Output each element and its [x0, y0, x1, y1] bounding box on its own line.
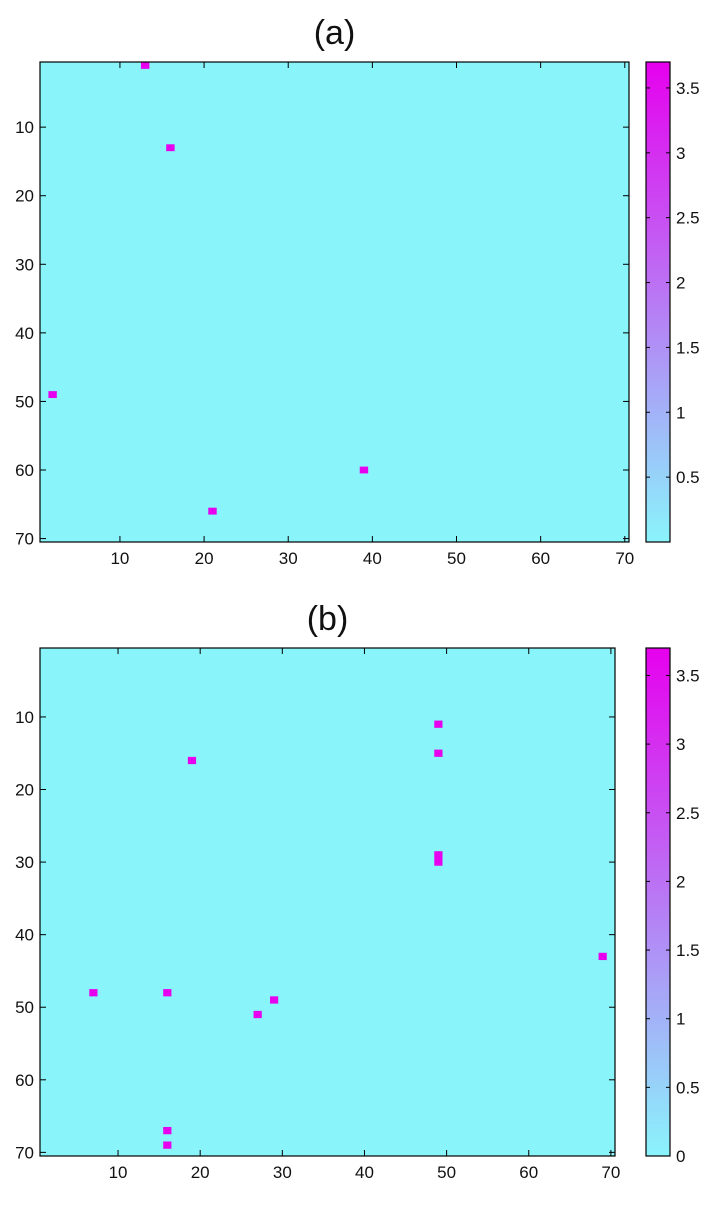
panel-b-xtick-label: 50: [437, 1163, 456, 1182]
panel-a-xtick-label: 70: [615, 549, 634, 568]
panel-a-ytick-label: 60: [15, 461, 34, 480]
panel-a-cell-4: [208, 507, 217, 515]
panel-b-cell-5: [598, 952, 607, 961]
panel-a-ytick-label: 30: [15, 255, 34, 274]
panel-a-colorbar-tick-label: 0.5: [676, 468, 700, 487]
panel-b-colorbar-tick-label: 3: [676, 735, 685, 754]
panel-a: (a) 10 20 30 40 50 60 70 10 20 30 40 50 60 70 0.5 1 1.5 2 2…: [15, 14, 700, 568]
panel-b-cell-9: [253, 1010, 262, 1019]
panel-a-xtick-label: 20: [195, 549, 214, 568]
panel-b-ytick-label: 70: [15, 1143, 34, 1162]
panel-a-title: (a): [314, 14, 356, 52]
panel-a-colorbar-tick-label: 3.5: [676, 79, 700, 98]
panel-b-xtick-label: 30: [273, 1163, 292, 1182]
panel-a-xtick-label: 10: [110, 549, 129, 568]
panel-a-colorbar-tick-label: 1.5: [676, 338, 700, 357]
panel-a-colorbar: [645, 61, 671, 543]
panel-b-ytick-label: 20: [15, 781, 34, 800]
panel-b-colorbar-tick-label: 0: [676, 1147, 685, 1166]
panel-b-cell-0: [434, 720, 443, 728]
panel-b-cell-2: [187, 756, 197, 765]
panel-a-ytick-label: 70: [15, 530, 34, 549]
panel-a-cell-0: [140, 62, 150, 69]
panel-b-ytick-label: 50: [15, 998, 34, 1017]
panel-b-colorbar-tick-label: 2: [676, 872, 685, 891]
panel-b-ytick-label: 40: [15, 926, 34, 945]
panel-b-plot-area: [40, 648, 615, 1156]
panel-a-ytick-label: 20: [15, 187, 34, 206]
panel-b-colorbar-tick-label: 3.5: [676, 666, 700, 685]
panel-a-cell-3: [359, 466, 369, 474]
panel-b-cell-1: [434, 749, 443, 757]
panel-b-cell-8: [270, 996, 279, 1004]
panel-b-xtick-label: 40: [355, 1163, 374, 1182]
panel-b-colorbar-tick-label: 0.5: [676, 1078, 700, 1097]
panel-a-plot-area: [40, 62, 629, 542]
panel-b-colorbar-tick-label: 1: [676, 1010, 685, 1029]
panel-a-colorbar-tick-label: 2: [676, 274, 685, 293]
panel-b-ytick-label: 30: [15, 853, 34, 872]
panel-b-ytick-label: 10: [15, 708, 34, 727]
panel-a-xtick-label: 40: [363, 549, 382, 568]
panel-a-frame: [39, 61, 630, 543]
panel-b-ytick-label: 60: [15, 1071, 34, 1090]
panel-b-cell-4: [434, 858, 443, 866]
panel-b-title: (b): [307, 600, 349, 638]
panel-b-cell-11: [163, 1141, 172, 1149]
panel-b-xtick-label: 70: [601, 1163, 620, 1182]
panel-b-cell-3: [434, 851, 443, 859]
panel-a-colorbar-tick-label: 1: [676, 403, 685, 422]
panel-b-colorbar-tick-label: 2.5: [676, 804, 700, 823]
panel-b-colorbar: [645, 647, 671, 1157]
panel-a-ytick-label: 40: [15, 324, 34, 343]
panel-b-xtick-label: 60: [519, 1163, 538, 1182]
panel-b-xtick-label: 10: [109, 1163, 128, 1182]
panel-a-cell-1: [166, 144, 175, 152]
panel-a-xtick-label: 50: [447, 549, 466, 568]
panel-b-xtick-label: 20: [191, 1163, 210, 1182]
panel-b-colorbar-tick-label: 1.5: [676, 941, 700, 960]
panel-b-cell-6: [89, 989, 98, 997]
panel-b: (b) 10 20 30 40 50 60 70 10 20 30 40 50 60 70 0 0.5 1 1.5 2…: [15, 600, 700, 1182]
panel-a-cell-2: [48, 391, 57, 398]
panel-a-ytick-label: 10: [15, 118, 34, 137]
panel-b-frame: [39, 647, 616, 1157]
panel-a-ytick-label: 50: [15, 392, 34, 411]
panel-b-cell-7: [163, 989, 172, 997]
panel-a-xtick-label: 30: [279, 549, 298, 568]
panel-a-colorbar-tick-label: 2.5: [676, 209, 700, 228]
panel-a-xtick-label: 60: [531, 549, 550, 568]
panel-a-colorbar-tick-label: 3: [676, 144, 685, 163]
panel-b-cell-10: [163, 1126, 172, 1135]
